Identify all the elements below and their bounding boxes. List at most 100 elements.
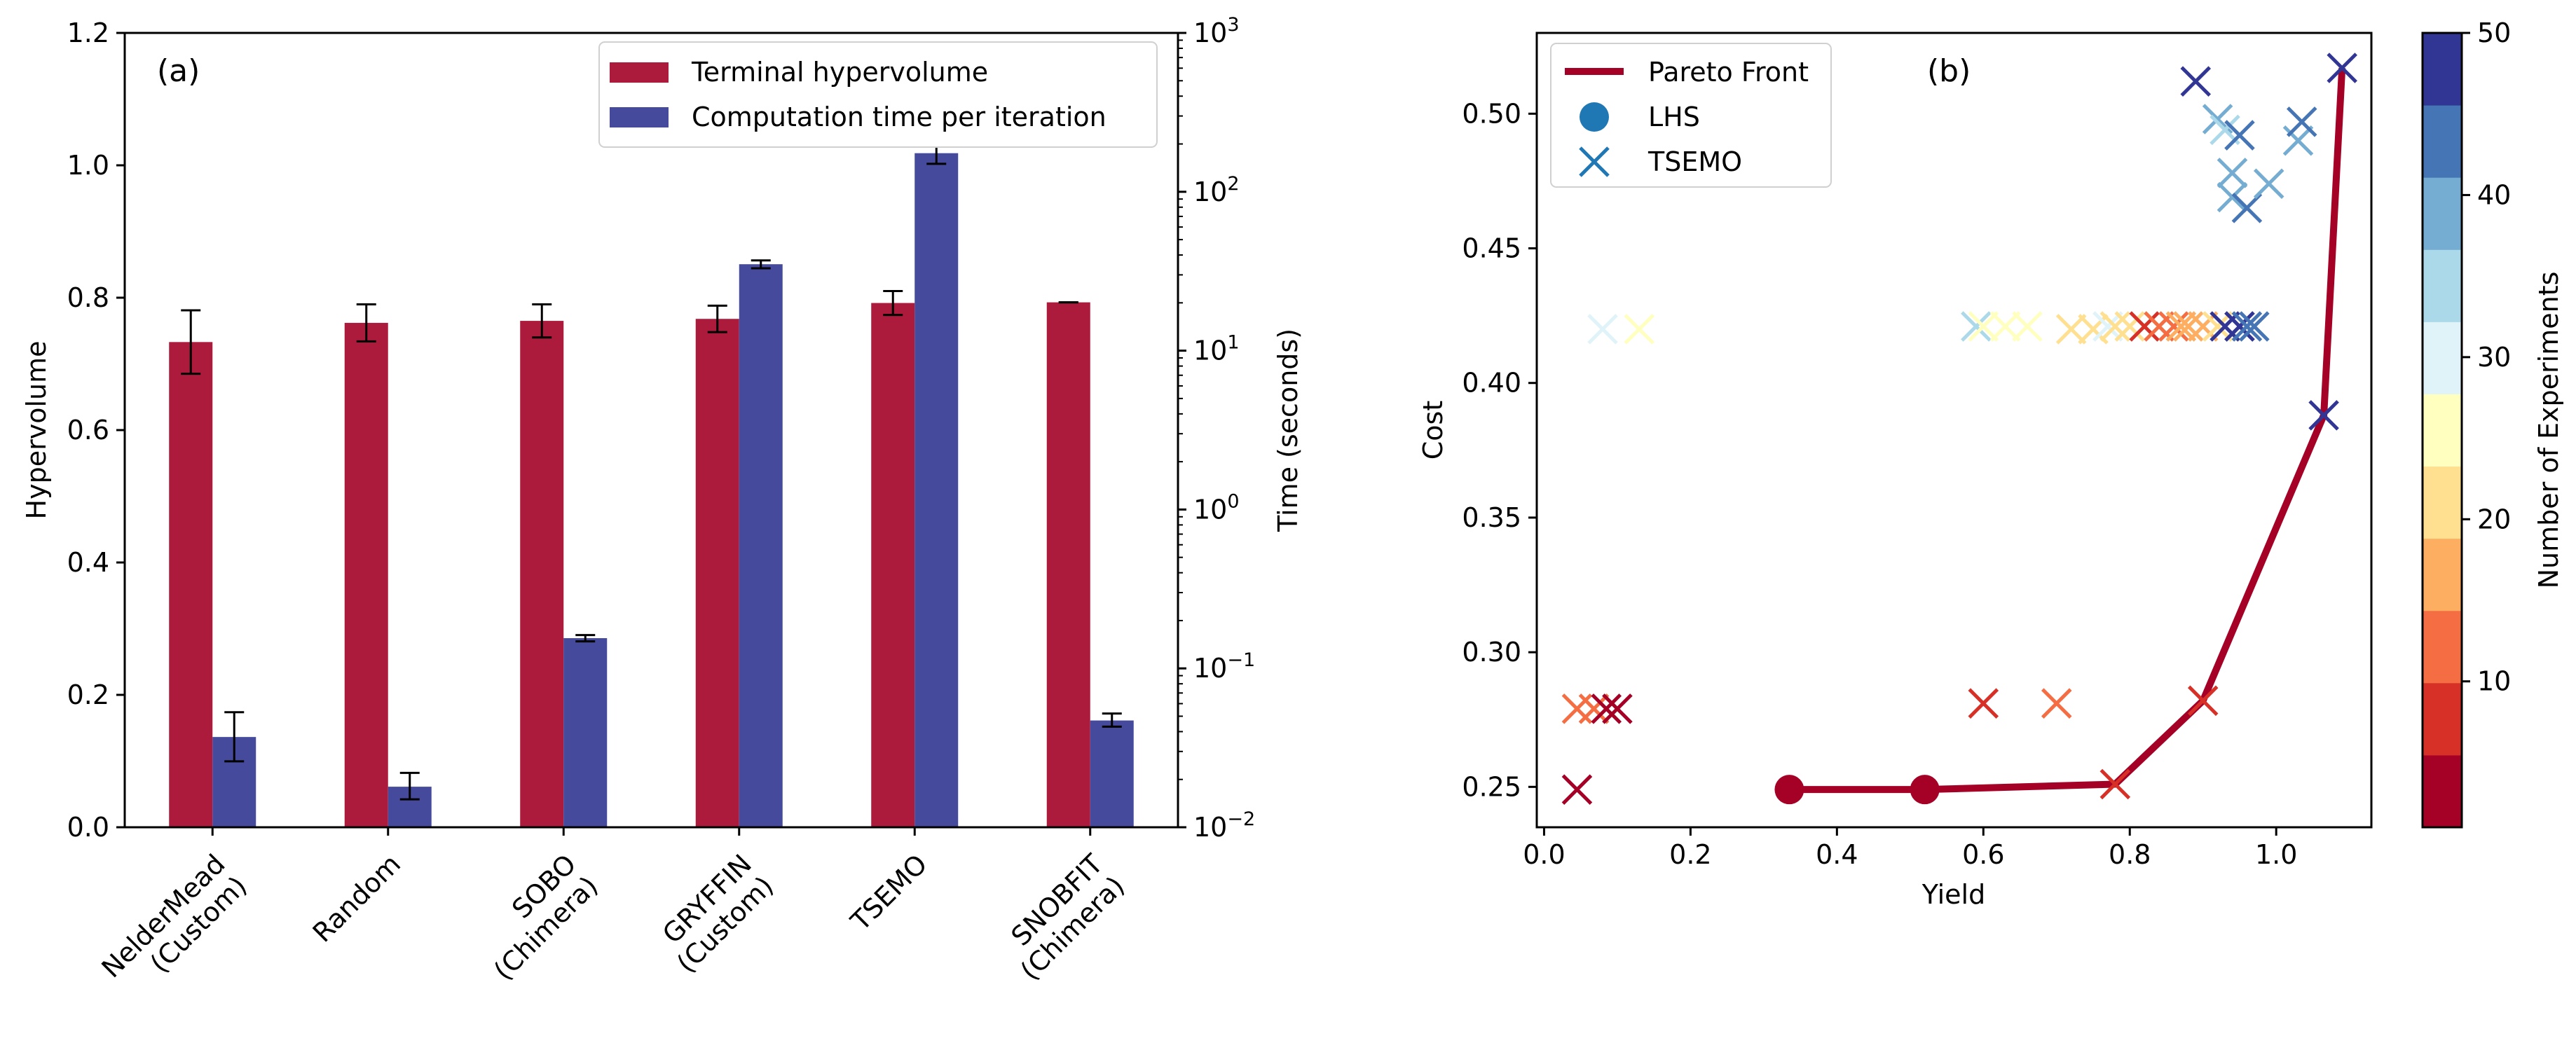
colorbar: 10 20 30 40 50 Number of Experiments (2421, 18, 2564, 829)
colorbar-tick-label: 30 (2477, 342, 2511, 373)
right-y-tick-label: 10−2 (1193, 808, 1255, 843)
tsemo-point (2253, 168, 2284, 200)
colorbar-ticks: 10 20 30 40 50 (2462, 18, 2511, 697)
tsemo-point (2041, 688, 2072, 719)
tick-exponent: 2 (1227, 173, 1239, 195)
legend-box (1550, 43, 1832, 188)
bar-computation-time (914, 153, 959, 828)
tick-base: 10 (1193, 18, 1227, 48)
tsemo-point (2282, 125, 2314, 156)
y-tick-label: 0.40 (1462, 368, 1521, 399)
colorbar-segment (2423, 682, 2462, 756)
colorbar-frame (2421, 32, 2463, 829)
tsemo-point (2217, 158, 2248, 188)
bar-terminal-hypervolume (520, 321, 564, 827)
tsemo-point (2327, 53, 2357, 83)
y-tick-label: 0.45 (1462, 233, 1521, 264)
panel-b-y-ticks: 0.25 0.30 0.35 0.40 0.45 0.50 (1462, 98, 1537, 802)
tsemo-point (2114, 311, 2146, 342)
panel-a-legend: Terminal hypervolume Computation time pe… (598, 41, 1158, 148)
tsemo-point (1989, 311, 2021, 342)
left-y-ticks: 0.0 0.2 0.4 0.6 0.8 1.0 1.2 (67, 18, 125, 843)
tick-base: 10 (1193, 177, 1227, 207)
colorbar-segment (2423, 33, 2462, 106)
legend-marker-lhs (1580, 102, 1609, 132)
tsemo-point (2158, 311, 2189, 342)
x-tick-label: NelderMead(Custom) (96, 848, 253, 1005)
x-tick-label: Random (307, 848, 406, 948)
tsemo-point (1591, 693, 1622, 724)
tsemo-point (2099, 311, 2131, 342)
panel-b-ylabel: Cost (1418, 401, 1448, 460)
right-y-tick-label: 103 (1193, 14, 1240, 48)
bar-terminal-hypervolume (344, 322, 388, 827)
colorbar-segment (2423, 105, 2462, 178)
tick-exponent: 0 (1227, 490, 1239, 512)
bar-terminal-hypervolume (1046, 302, 1090, 827)
y-tick-label: 0.30 (1462, 637, 1521, 668)
error-bars-layer (181, 143, 1122, 801)
x-tick-label: SNOBFIT(Chimera) (993, 848, 1131, 986)
y-tick-label: 0.50 (1462, 98, 1521, 129)
left-y-tick-label: 0.0 (67, 812, 109, 843)
tsemo-point (2239, 311, 2270, 342)
tsemo-point (2099, 768, 2131, 800)
tick-base: 10 (1193, 812, 1227, 843)
tsemo-point (2210, 311, 2240, 342)
x-tick-label: 0.8 (2109, 839, 2151, 870)
panel-b-label: (b) (1927, 53, 1971, 89)
colorbar-segment (2423, 754, 2462, 828)
panel-b-xlabel: Yield (1921, 879, 1985, 910)
left-y-tick-label: 1.2 (67, 18, 109, 48)
legend-swatch-terminal-hypervolume (610, 62, 669, 83)
tick-base: 10 (1193, 653, 1227, 684)
x-tick-label-line: TSEMO (844, 848, 933, 937)
left-y-tick-label: 0.2 (67, 679, 109, 710)
tsemo-point (1968, 311, 1999, 342)
pareto-front-layer (1789, 67, 2346, 794)
x-tick-label: SOBO(Chimera) (466, 848, 604, 986)
tsemo-point (1968, 688, 1999, 719)
x-tick-label-line: Random (307, 848, 406, 948)
pareto-front-line (1789, 67, 2346, 794)
left-y-tick-label: 0.4 (67, 547, 109, 578)
tsemo-point (1561, 774, 1593, 805)
left-y-tick-label: 1.0 (67, 150, 109, 181)
panel-a-y2label: Time (seconds) (1273, 329, 1303, 532)
colorbar-segments (2423, 33, 2462, 828)
tsemo-points-layer (1561, 53, 2357, 805)
tsemo-point (1561, 693, 1593, 724)
tsemo-point (2202, 311, 2233, 342)
panel-a-axes-frame (123, 32, 1179, 829)
tsemo-point (2012, 311, 2043, 342)
tick-exponent: 1 (1227, 332, 1239, 354)
bar-terminal-hypervolume (695, 319, 739, 827)
colorbar-label: Number of Experiments (2533, 272, 2564, 589)
tsemo-point (1578, 693, 1610, 724)
colorbar-segment (2423, 610, 2462, 684)
tsemo-point (1587, 314, 1618, 345)
legend-label-terminal-hypervolume: Terminal hypervolume (691, 57, 988, 88)
colorbar-tick-label: 20 (2477, 504, 2511, 534)
tsemo-point (2224, 311, 2255, 342)
x-ticks: NelderMead(Custom) Random SOBO(Chimera) GRY… (96, 827, 1131, 1005)
tick-base: 10 (1193, 494, 1227, 525)
lhs-point (1774, 775, 1804, 805)
tsemo-point (2180, 66, 2212, 97)
panel-a-bar-chart: 0.00.20.40.60.81.01.2 10−210−11001011021… (21, 14, 1303, 1005)
lhs-point (1910, 775, 1940, 805)
tsemo-point (2224, 120, 2255, 151)
tick-exponent: −1 (1227, 649, 1255, 671)
lhs-points-layer (1774, 775, 1940, 805)
x-tick-label: 1.0 (2255, 839, 2297, 870)
colorbar-segment (2423, 322, 2462, 394)
left-y-tick-label: 0.6 (67, 415, 109, 445)
legend-label-pareto-front: Pareto Front (1648, 57, 1809, 88)
bars-layer (169, 153, 1134, 828)
x-tick-label: 0.4 (1816, 839, 1858, 870)
bar-terminal-hypervolume (871, 303, 915, 827)
tick-base: 10 (1193, 336, 1227, 366)
bar-computation-time (739, 264, 783, 828)
tsemo-point (1602, 693, 1633, 724)
panel-b-legend: Pareto Front LHS TSEMO (1550, 43, 1832, 188)
